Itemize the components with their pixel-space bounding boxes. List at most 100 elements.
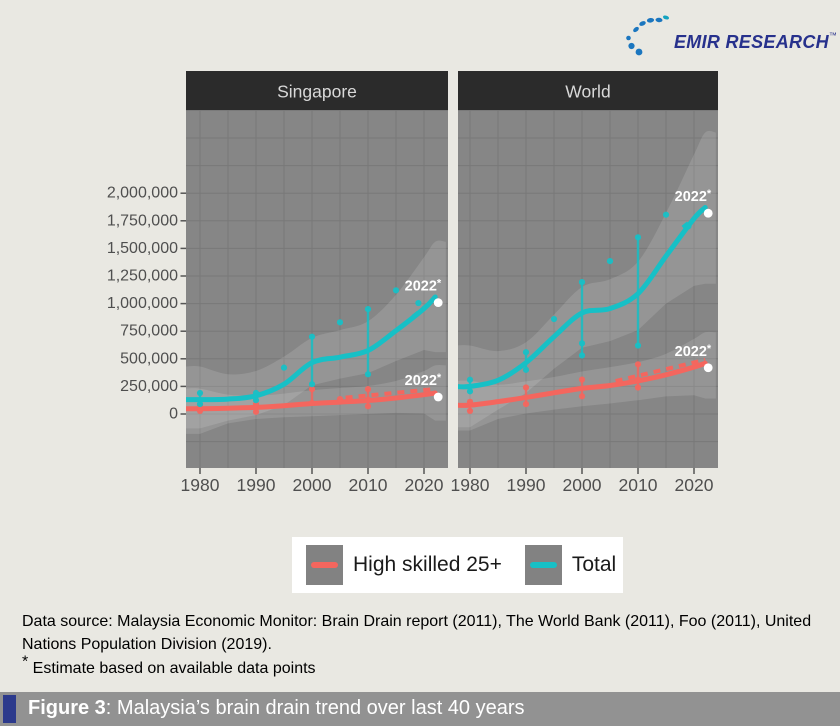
x-tick-label: 2000 <box>293 475 332 495</box>
estimate-endpoint-dot <box>433 392 443 402</box>
figure-caption: Figure 3: Malaysia’s brain drain trend o… <box>28 697 525 719</box>
legend-line-swatch-red <box>311 562 338 568</box>
y-axis: 0 250,000 500,000 750,000 1,000,000 1,250,000… <box>107 185 186 423</box>
data-point <box>466 398 474 405</box>
logo-trademark: ™ <box>828 31 837 40</box>
legend-item-total: Total <box>524 545 639 585</box>
data-point <box>578 340 586 347</box>
y-tick-label: 750,000 <box>120 323 178 340</box>
data-point <box>550 315 558 323</box>
y-tick-label: 1,500,000 <box>107 240 178 257</box>
x-tick-label: 2020 <box>405 475 444 495</box>
trend-line <box>186 294 438 403</box>
y-tick-label: 500,000 <box>120 350 178 367</box>
trend-line <box>458 360 708 408</box>
facet-strip <box>458 71 718 110</box>
data-point <box>634 361 642 368</box>
data-point <box>252 397 260 404</box>
data-point <box>606 257 614 265</box>
caption-accent-square <box>3 695 16 723</box>
confidence-band <box>186 365 446 434</box>
y-tick-label: 1,000,000 <box>107 295 178 312</box>
data-point <box>196 407 204 415</box>
trend-line <box>458 205 708 390</box>
y-tick-label: 250,000 <box>120 378 178 395</box>
data-point <box>466 376 474 383</box>
estimate-endpoint-dot <box>703 208 713 218</box>
data-point <box>392 287 400 294</box>
chart-legend: High skilled 25+ Total <box>292 537 623 593</box>
data-point <box>252 389 260 397</box>
confidence-band <box>458 331 716 431</box>
data-point <box>466 407 474 415</box>
estimate-note: * Estimate based on available data point… <box>22 653 316 677</box>
faceted-line-chart: Singapore 2022* 2022* 1980 1990 2000 2010 2020 W… <box>107 71 718 495</box>
data-point <box>364 386 372 393</box>
y-tick-label: 0 <box>169 406 178 423</box>
data-point <box>578 393 586 400</box>
logo-swirl-icon <box>626 15 670 56</box>
data-point <box>466 388 474 395</box>
legend-key-total <box>524 545 562 585</box>
logo-wordmark: EMIR RESEARCH <box>674 32 829 52</box>
y-tick-label: 1,750,000 <box>107 212 178 229</box>
data-point <box>522 400 530 408</box>
data-point <box>578 376 586 383</box>
data-point <box>308 386 316 393</box>
estimate-year-label: 2022* <box>675 343 712 360</box>
legend-item-high-skilled: High skilled 25+ <box>306 545 525 585</box>
facet-strip <box>186 71 448 110</box>
data-point <box>522 384 530 391</box>
data-point <box>308 333 316 340</box>
estimate-year-label: 2022* <box>405 278 442 295</box>
asterisk-mark: * <box>22 653 29 671</box>
data-point <box>364 403 372 410</box>
x-tick-label: 1990 <box>237 475 276 495</box>
data-point <box>252 408 260 415</box>
estimate-dashed-segment <box>345 387 436 400</box>
data-point <box>364 306 372 313</box>
data-point <box>364 396 372 403</box>
estimate-endpoint-dot <box>433 298 443 308</box>
x-tick-label: 2010 <box>349 475 388 495</box>
data-source-note: Data source: Malaysia Economic Monitor: … <box>22 613 812 654</box>
confidence-band <box>186 240 446 429</box>
data-point <box>634 342 642 349</box>
plot-area <box>458 110 718 468</box>
data-point <box>634 384 642 391</box>
data-point <box>336 395 344 403</box>
x-tick-label: 1980 <box>181 475 220 495</box>
figure-caption-bar: Figure 3: Malaysia’s brain drain trend o… <box>0 692 840 726</box>
data-point <box>662 211 670 218</box>
data-point <box>634 234 642 241</box>
x-tick-label: 2020 <box>675 475 714 495</box>
data-point <box>685 223 692 230</box>
data-point <box>415 299 422 307</box>
estimate-year-label: 2022* <box>405 372 442 389</box>
facet-title: World <box>565 82 610 102</box>
emir-research-logo: EMIR RESEARCH ™ <box>622 12 837 58</box>
data-point <box>578 278 586 286</box>
x-tick-label: 2000 <box>563 475 602 495</box>
data-point <box>578 352 586 359</box>
data-point <box>280 364 288 371</box>
estimate-dashed-segment <box>411 297 437 319</box>
estimate-dashed-segment <box>615 357 706 384</box>
data-point <box>522 366 530 373</box>
panel-world: World 2022* 2022* 1980 1990 2000 2010 2020 <box>451 71 718 495</box>
confidence-band <box>458 130 716 428</box>
legend-label-high-skilled: High skilled 25+ <box>353 553 502 576</box>
panel-singapore: Singapore 2022* 2022* 1980 1990 2000 2010 2020 <box>181 71 448 495</box>
x-tick-label: 1980 <box>451 475 490 495</box>
y-tick-label: 2,000,000 <box>107 185 178 202</box>
data-point <box>196 400 204 408</box>
data-point <box>196 389 204 397</box>
estimate-endpoint-dot <box>703 363 713 373</box>
legend-label-total: Total <box>571 553 617 576</box>
facet-title: Singapore <box>277 82 357 102</box>
estimate-year-label: 2022* <box>675 188 712 205</box>
data-point <box>522 349 530 356</box>
data-point <box>364 371 372 378</box>
x-tick-label: 1990 <box>507 475 546 495</box>
